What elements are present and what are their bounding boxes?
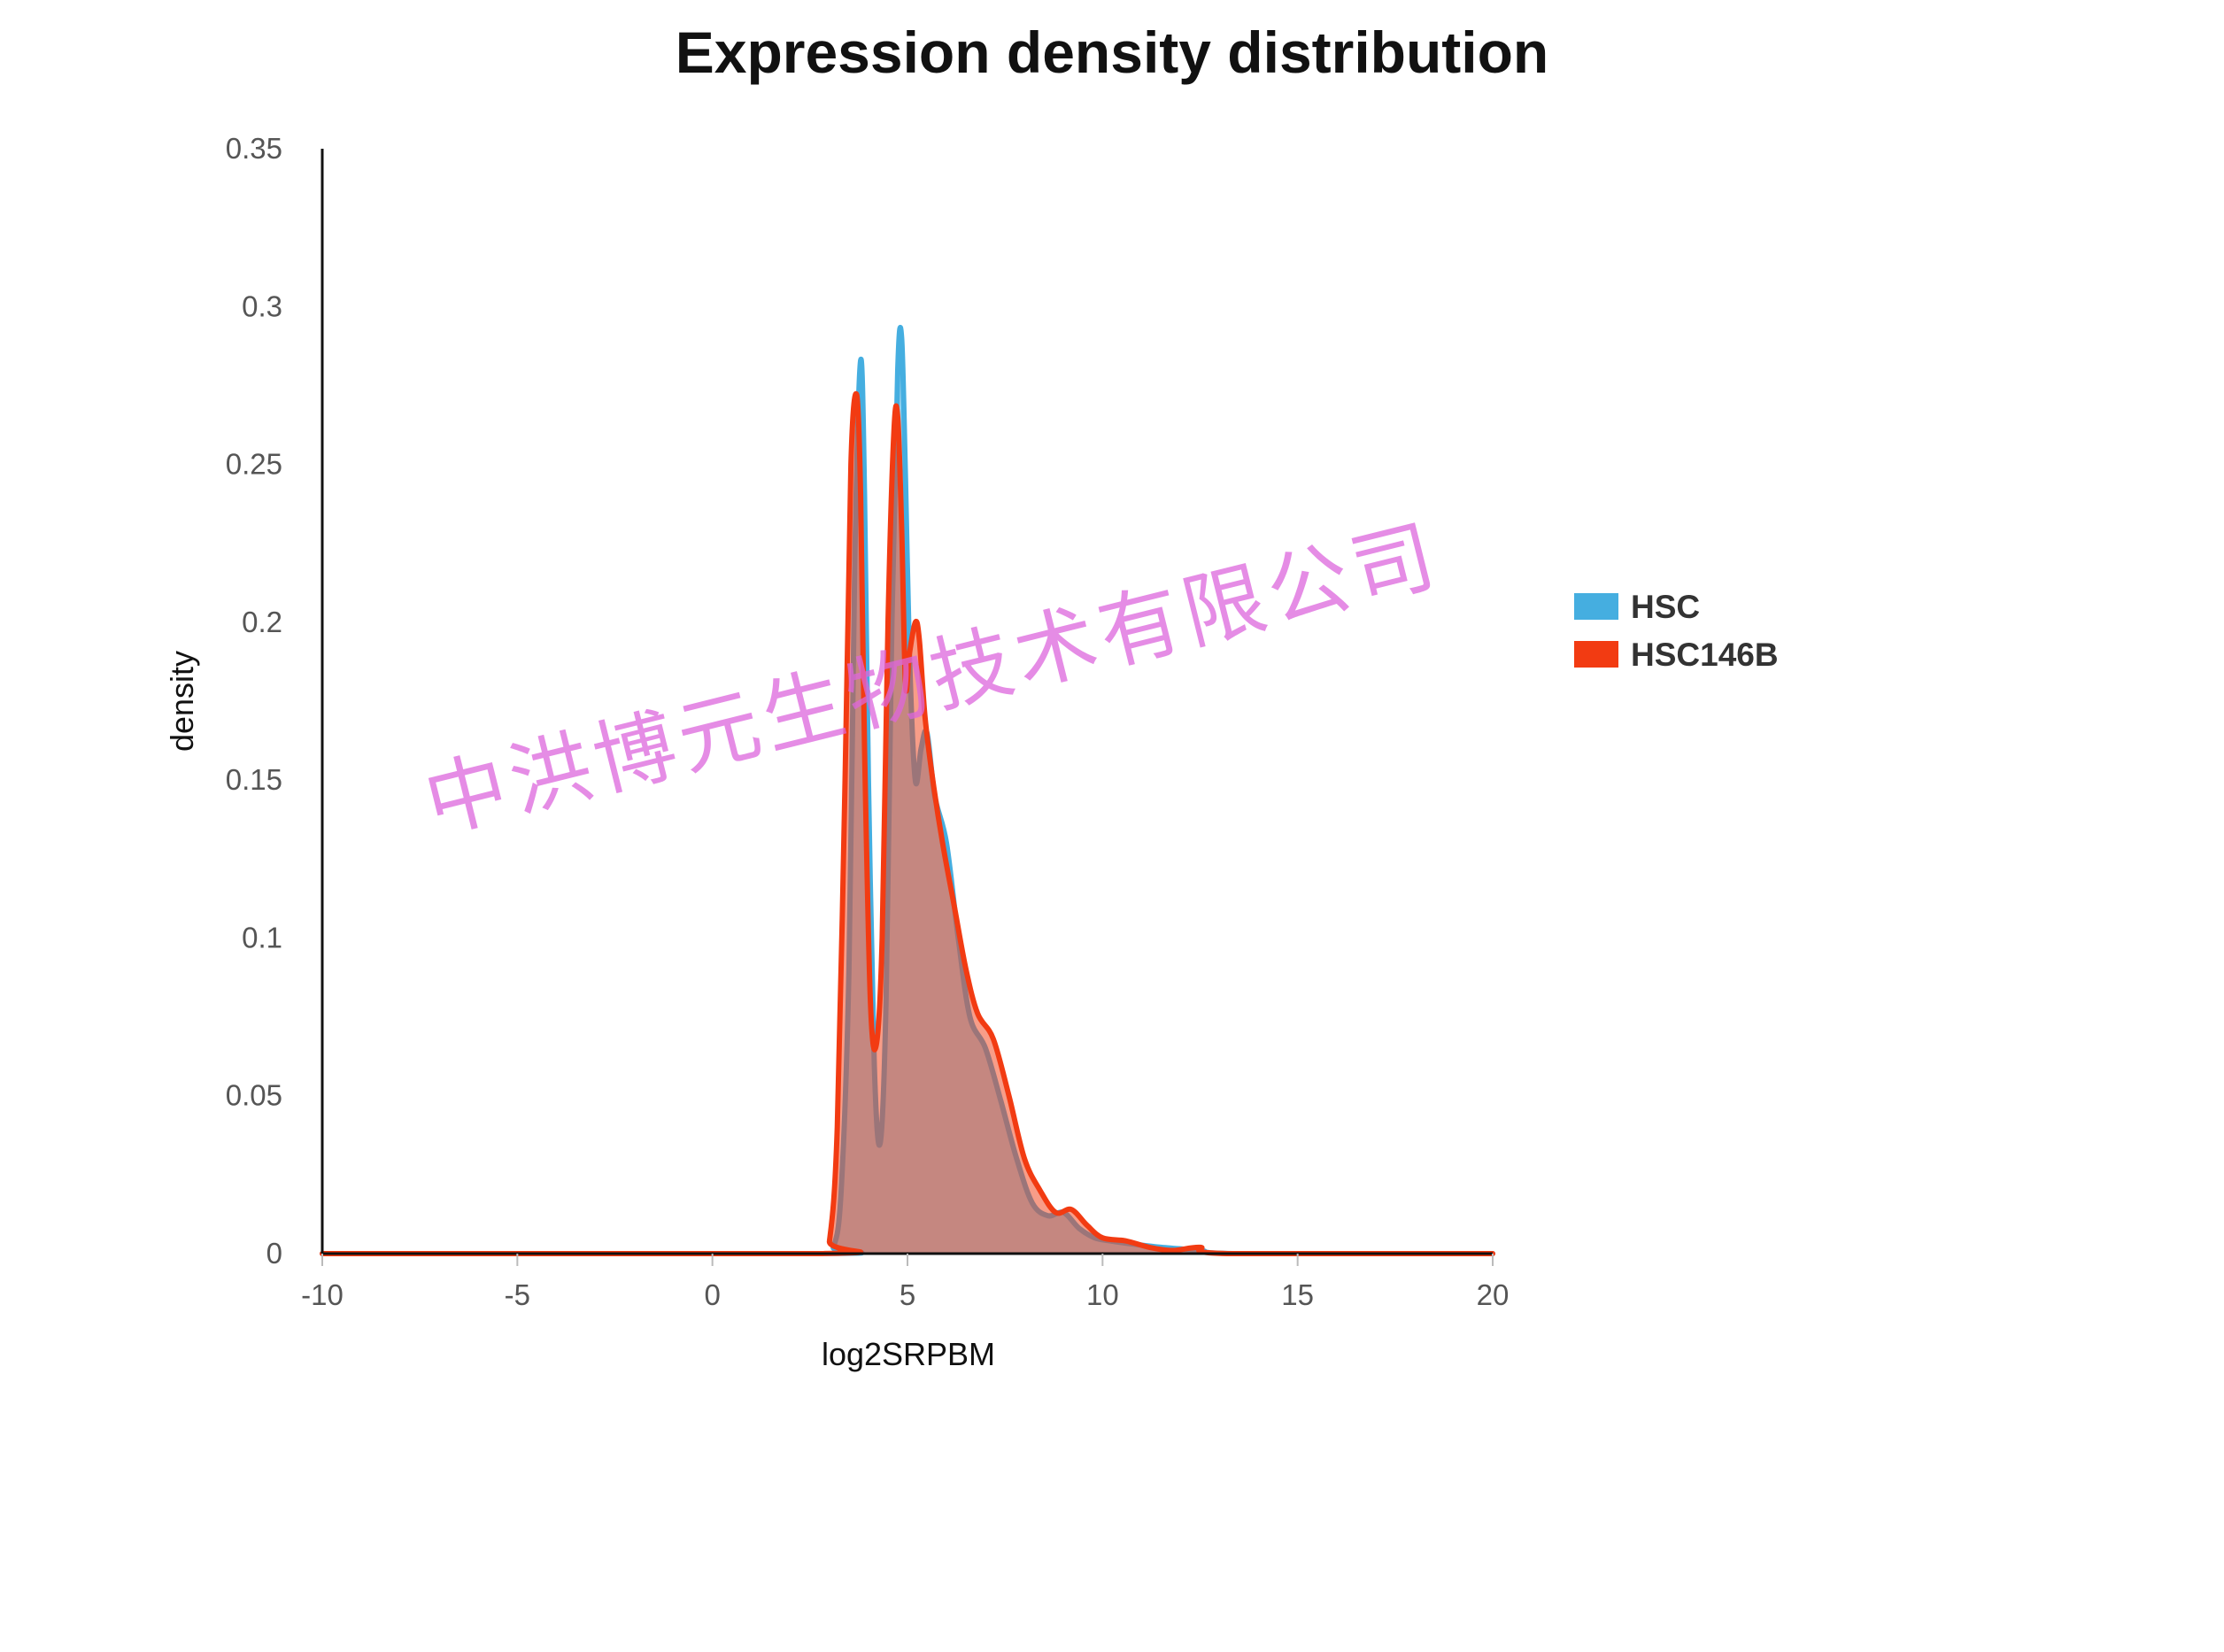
y-tick-label: 0.15 xyxy=(226,763,282,796)
legend-label-hsc: HSC xyxy=(1631,589,1700,625)
series-line-hsc146b xyxy=(320,390,1495,1257)
x-tick-label: 20 xyxy=(1477,1278,1510,1311)
y-tick-labels: 0 0.05 0.1 0.15 0.2 0.25 0.3 0.35 xyxy=(226,132,282,1270)
x-tick-label: 15 xyxy=(1281,1278,1314,1311)
y-tick-label: 0.25 xyxy=(226,448,282,481)
plot-area xyxy=(320,325,1495,1257)
legend-label-hsc146b: HSC146B xyxy=(1631,637,1779,673)
chart-title: Expression density distribution xyxy=(676,19,1549,85)
legend-swatch-hsc146b xyxy=(1574,641,1618,668)
x-tick-label: 0 xyxy=(704,1278,720,1311)
y-tick-label: 0.2 xyxy=(242,606,282,638)
x-tick-label: 10 xyxy=(1086,1278,1119,1311)
legend: HSC HSC146B xyxy=(1574,589,1779,673)
y-tick-label: 0 xyxy=(266,1237,282,1270)
x-tick-label: -5 xyxy=(505,1278,530,1311)
y-tick-label: 0.05 xyxy=(226,1079,282,1112)
y-tick-label: 0.3 xyxy=(242,289,282,322)
y-tick-label: 0.35 xyxy=(226,132,282,165)
x-tick-label: 5 xyxy=(900,1278,915,1311)
y-axis-title: density xyxy=(164,651,200,752)
x-tick-label: -10 xyxy=(301,1278,344,1311)
x-axis-title: log2SRPBM xyxy=(822,1336,995,1372)
series-area-hsc146b xyxy=(322,393,1493,1254)
legend-swatch-hsc xyxy=(1574,593,1618,620)
x-tick-labels: -10 -5 0 5 10 15 20 xyxy=(301,1254,1509,1311)
y-tick-label: 0.1 xyxy=(242,921,282,953)
